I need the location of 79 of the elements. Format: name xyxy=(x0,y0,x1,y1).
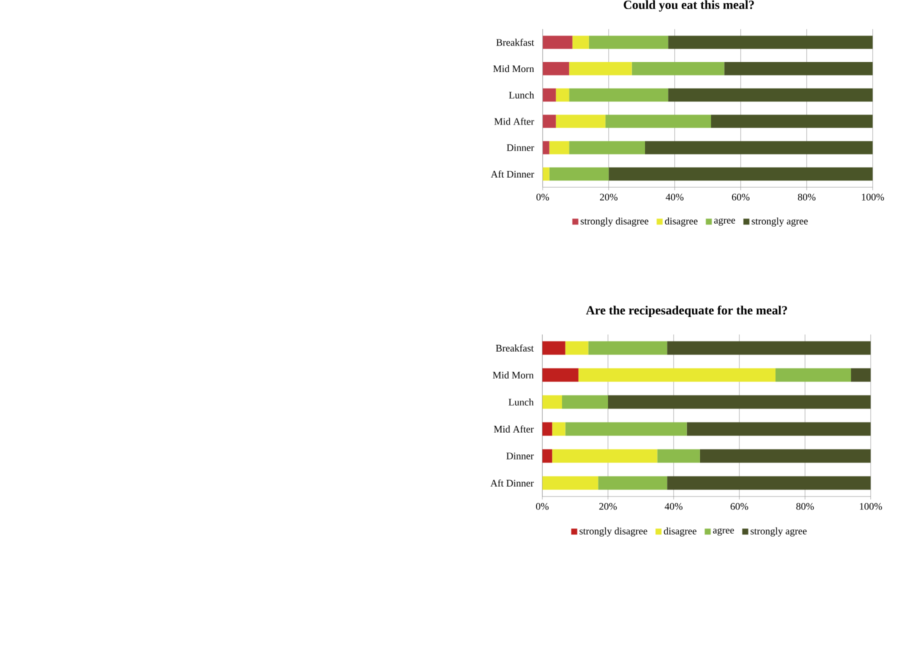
bar xyxy=(588,341,668,355)
y-tick-label: Aft Dinner xyxy=(490,170,534,178)
y-tick-label: Breakfast xyxy=(496,344,534,352)
bar xyxy=(645,141,873,154)
bar xyxy=(668,88,873,102)
bar xyxy=(605,114,712,128)
bar xyxy=(542,114,556,128)
bar xyxy=(565,341,588,355)
bar xyxy=(667,341,871,355)
chart-title: Could you eat this meal? xyxy=(624,0,754,12)
bar xyxy=(552,449,658,463)
bar xyxy=(552,422,566,436)
legend-label: strongly disagree xyxy=(580,217,648,227)
x-tick-label: 100% xyxy=(860,503,882,510)
bar xyxy=(632,62,724,76)
bar xyxy=(700,449,871,463)
legend-label: disagree xyxy=(665,217,698,227)
bar xyxy=(569,141,646,154)
bar xyxy=(569,62,632,76)
x-tick-label: 60% xyxy=(730,503,748,510)
bar xyxy=(542,422,552,436)
bar xyxy=(562,395,608,409)
bar xyxy=(608,395,871,409)
bar xyxy=(542,449,552,463)
y-tick-label: Mid After xyxy=(494,118,534,125)
x-tick-label: 80% xyxy=(796,503,814,510)
y-tick-label: Breakfast xyxy=(496,38,534,46)
y-tick-label: Mid Morn xyxy=(492,371,534,378)
y-tick-label: Lunch xyxy=(509,91,534,98)
bar xyxy=(549,141,570,154)
bar xyxy=(711,114,873,128)
bar xyxy=(598,476,668,490)
bar xyxy=(542,395,562,409)
bar xyxy=(542,476,598,490)
x-tick-label: 100% xyxy=(862,194,884,200)
bar xyxy=(542,62,570,76)
x-tick-label: 80% xyxy=(798,194,816,200)
legend-label: agree xyxy=(714,218,736,226)
x-tick-label: 60% xyxy=(732,194,750,200)
y-tick-label: Dinner xyxy=(506,452,534,460)
bar xyxy=(549,167,609,181)
y-tick-label: Mid After xyxy=(494,425,534,433)
x-tick-label: 0% xyxy=(536,503,549,510)
bar xyxy=(556,88,570,102)
legend-label: strongly agree xyxy=(750,527,807,536)
bar xyxy=(565,422,687,436)
bar xyxy=(657,449,700,463)
bar xyxy=(668,36,873,49)
bar xyxy=(686,422,871,436)
bar xyxy=(608,167,873,181)
bar xyxy=(556,114,606,128)
bar xyxy=(542,167,550,181)
bar xyxy=(542,368,578,382)
bar xyxy=(542,341,566,355)
y-tick-label: Dinner xyxy=(506,144,534,152)
legend-label: disagree xyxy=(664,527,696,536)
bar xyxy=(588,36,668,49)
legend-label: agree xyxy=(713,528,734,536)
bar xyxy=(578,368,776,382)
bar xyxy=(542,88,556,102)
bar xyxy=(667,476,871,490)
legend-label: strongly disagree xyxy=(580,527,648,536)
y-tick-label: Lunch xyxy=(508,398,534,406)
x-tick-label: 40% xyxy=(664,503,682,510)
x-tick-label: 20% xyxy=(600,194,618,200)
bar xyxy=(542,36,572,49)
legend-label: strongly agree xyxy=(752,217,808,227)
y-tick-label: Mid Morn xyxy=(493,65,534,72)
bar xyxy=(775,368,852,382)
x-tick-label: 20% xyxy=(599,503,617,510)
y-tick-label: Aft Dinner xyxy=(490,479,534,487)
bar xyxy=(724,62,873,76)
chart-title: Are the recipesadequate for the meal? xyxy=(586,306,787,318)
bar xyxy=(572,36,589,49)
x-tick-label: 40% xyxy=(666,194,684,200)
bar xyxy=(569,88,668,102)
bar xyxy=(542,141,550,154)
bar xyxy=(851,368,871,382)
x-tick-label: 0% xyxy=(536,194,550,200)
